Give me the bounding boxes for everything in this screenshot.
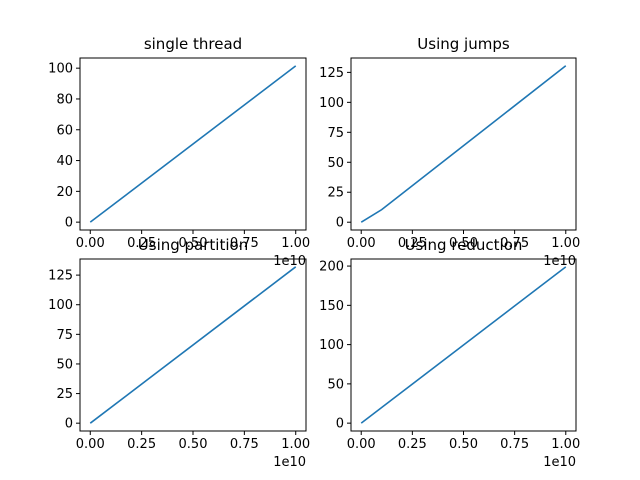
subplot-title: Using jumps: [417, 35, 510, 53]
x-tick-label: 0.50: [449, 236, 478, 251]
y-tick-label: 75: [56, 328, 73, 343]
x-tick-label: 1.00: [281, 437, 310, 452]
series-line: [360, 65, 567, 223]
y-tick-label: 50: [327, 156, 344, 171]
series-line: [89, 65, 297, 223]
subplot-3: 0.00 0.25 0.50 0.75 1.00 1e10 0 25 50 75 100 125 Usi…: [48, 236, 310, 470]
x-tick-label: 0.75: [500, 236, 529, 251]
y-tick-label: 60: [56, 123, 73, 138]
x-tick-label: 0.00: [76, 236, 105, 251]
subplot-1: 0.00 0.25 0.50 0.75 1.00 1e10 0 20 40 60 80 100 sing…: [48, 35, 310, 269]
y-tick-label: 25: [327, 186, 344, 201]
y-tick-label: 75: [327, 126, 344, 141]
x-tick-label: 1.00: [551, 437, 580, 452]
x-tick-label: 1.00: [281, 236, 310, 251]
x-tick-label: 0.75: [230, 236, 259, 251]
series-line: [360, 266, 567, 424]
y-tick-label: 100: [319, 96, 344, 111]
x-offset-label: 1e10: [543, 254, 576, 269]
x-tick-label: 0.00: [76, 437, 105, 452]
axes-frame: [350, 258, 577, 432]
x-tick-label: 0.25: [398, 437, 427, 452]
y-tick-label: 125: [48, 269, 73, 284]
x-tick-label: 0.25: [398, 236, 427, 251]
y-tick-label: 50: [56, 357, 73, 372]
axes-frame: [79, 258, 307, 432]
y-tick-label: 125: [319, 66, 344, 81]
y-tick-label: 200: [319, 260, 344, 275]
axes-frame: [350, 57, 577, 231]
y-tick-label: 150: [319, 299, 344, 314]
x-offset-label: 1e10: [273, 254, 306, 269]
subplot-4: 0.00 0.25 0.50 0.75 1.00 1e10 0 50 100 150 200 Usin…: [319, 236, 580, 470]
subplot-title: Using reduction: [405, 236, 523, 254]
y-tick-label: 20: [56, 185, 73, 200]
x-tick-label: 0.25: [127, 236, 156, 251]
x-tick-label: 0.75: [500, 437, 529, 452]
x-tick-label: 0.25: [127, 437, 156, 452]
x-tick-label: 0.00: [347, 437, 376, 452]
series-line: [89, 266, 297, 424]
y-tick-label: 0: [65, 417, 73, 432]
y-tick-label: 100: [319, 338, 344, 353]
y-tick-label: 0: [65, 216, 73, 231]
x-tick-label: 0.50: [179, 236, 208, 251]
y-tick-label: 100: [48, 62, 73, 77]
y-tick-label: 100: [48, 298, 73, 313]
x-offset-label: 1e10: [273, 455, 306, 470]
x-tick-label: 0.75: [230, 437, 259, 452]
y-tick-label: 25: [56, 387, 73, 402]
subplot-title: Using partition: [138, 236, 248, 254]
y-tick-label: 40: [56, 154, 73, 169]
subplot-title: single thread: [144, 35, 242, 53]
subplot-2: 0.00 0.25 0.50 0.75 1.00 1e10 0 25 50 75 100 125 Usi…: [319, 35, 580, 269]
x-offset-label: 1e10: [543, 455, 576, 470]
x-tick-label: 0.50: [179, 437, 208, 452]
x-tick-label: 1.00: [551, 236, 580, 251]
y-tick-label: 0: [336, 216, 344, 231]
y-tick-label: 0: [336, 417, 344, 432]
x-tick-label: 0.00: [347, 236, 376, 251]
x-tick-label: 0.50: [449, 437, 478, 452]
axes-frame: [79, 57, 307, 231]
y-tick-label: 80: [56, 92, 73, 107]
y-tick-label: 50: [327, 377, 344, 392]
